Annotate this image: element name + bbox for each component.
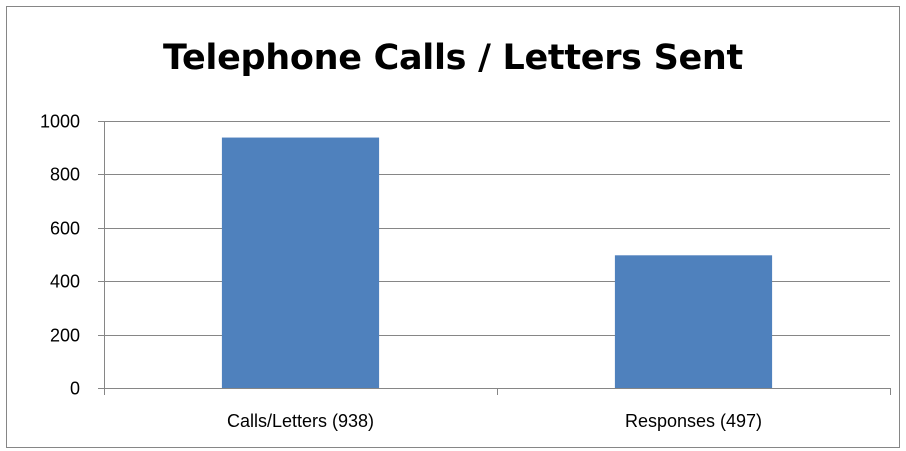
x-tick-label-2: Responses (497) xyxy=(625,411,762,431)
y-tick-label-600: 600 xyxy=(50,219,80,239)
y-tick-label-0: 0 xyxy=(70,379,80,399)
y-tick-label-400: 400 xyxy=(50,272,80,292)
axes xyxy=(98,121,891,395)
x-tick-label-1: Calls/Letters (938) xyxy=(227,411,374,431)
y-tick-label-200: 200 xyxy=(50,326,80,346)
tick-labels: 0 200 400 600 800 1000 Calls/Letters (938) Resp… xyxy=(40,112,762,432)
bars xyxy=(221,137,773,388)
y-tick-label-1000: 1000 xyxy=(40,112,80,132)
bar-1 xyxy=(221,137,380,388)
y-tick-label-800: 800 xyxy=(50,165,80,185)
bar-2 xyxy=(614,255,773,388)
chart-title: Telephone Calls / Letters Sent xyxy=(163,38,743,78)
